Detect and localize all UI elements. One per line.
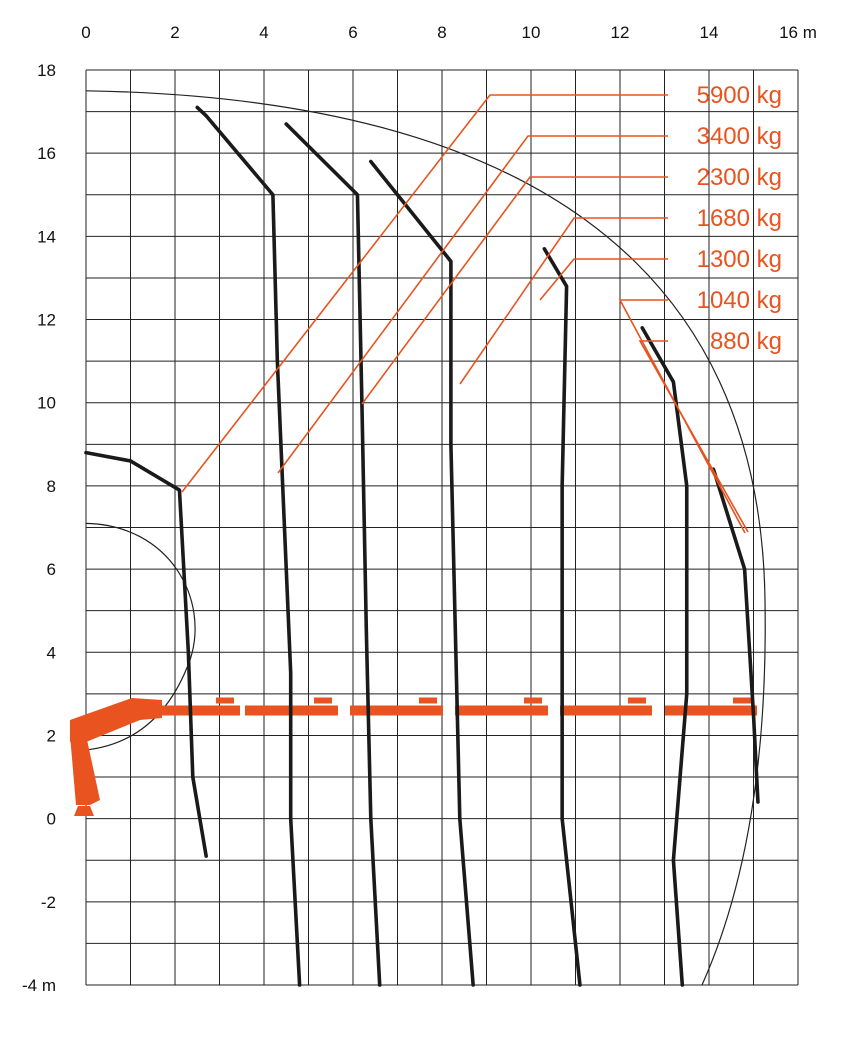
- y-tick-label: -2: [41, 893, 56, 912]
- load-curves: [84, 105, 760, 987]
- y-axis-ticks: 18 16 14 12 10 8 6 4 2 0 -2 -4 m: [22, 61, 56, 995]
- boom-segment: [455, 705, 548, 716]
- boom-segment-cap: [314, 697, 332, 704]
- reach-envelope: [85, 90, 766, 986]
- boom-segment-cap: [216, 697, 234, 704]
- y-tick-label: 10: [37, 394, 56, 413]
- leader-line: [361, 176, 668, 405]
- boom-segment-cap: [733, 697, 751, 704]
- load-label: 1300 kg: [697, 246, 782, 273]
- outer-envelope-arc: [85, 90, 766, 986]
- crane-boom-illustration: [70, 697, 757, 816]
- leader-line: [539, 258, 668, 301]
- load-curve-1680-kg: [368, 159, 475, 987]
- y-tick-label: 12: [37, 311, 56, 330]
- load-label: 880 kg: [710, 328, 782, 355]
- load-label: 5900 kg: [697, 82, 782, 109]
- y-tick-label: 8: [47, 477, 56, 496]
- load-label: 1680 kg: [697, 205, 782, 232]
- leader-line: [638, 340, 749, 533]
- load-curve-5900-kg: [84, 450, 208, 858]
- label-leader-lines: [181, 94, 749, 534]
- x-tick-label: 6: [348, 23, 357, 42]
- boom-segment: [665, 705, 757, 716]
- load-curve-1300-kg: [542, 247, 582, 987]
- x-tick-label: 8: [437, 23, 446, 42]
- leader-line: [618, 299, 746, 534]
- y-tick-label: 16: [37, 144, 56, 163]
- inner-envelope-arc: [85, 522, 196, 751]
- load-labels: 5900 kg 3400 kg 2300 kg 1680 kg 1300 kg 1040 …: [697, 82, 782, 355]
- load-curve-3400-kg: [195, 105, 302, 987]
- boom-segment-cap: [419, 697, 437, 704]
- load-curve-1040-kg: [640, 326, 689, 987]
- boom-segment-cap: [524, 697, 542, 704]
- x-axis-ticks: 0 2 4 6 8 10 12 14 16 m: [81, 23, 817, 42]
- load-label: 2300 kg: [697, 164, 782, 191]
- x-tick-label: 14: [700, 23, 719, 42]
- leader-line: [181, 94, 668, 493]
- boom-segment-cap: [628, 697, 646, 704]
- load-label: 3400 kg: [697, 123, 782, 150]
- y-tick-label: 4: [47, 643, 56, 662]
- y-tick-label: 14: [37, 227, 56, 246]
- x-tick-label: 10: [522, 23, 541, 42]
- leader-line: [459, 217, 668, 385]
- leader-line: [277, 135, 668, 474]
- x-tick-label: 2: [170, 23, 179, 42]
- y-tick-label: 6: [47, 560, 56, 579]
- x-tick-label: 16 m: [779, 23, 817, 42]
- grid-lines: [85, 69, 799, 986]
- y-tick-label: 0: [47, 810, 56, 829]
- y-tick-label: 18: [37, 61, 56, 80]
- y-tick-label: -4 m: [22, 976, 56, 995]
- load-label: 1040 kg: [697, 287, 782, 314]
- crane-foot: [74, 806, 94, 816]
- y-tick-label: 2: [47, 726, 56, 745]
- x-tick-label: 0: [81, 23, 90, 42]
- load-curve-880-kg: [711, 467, 760, 804]
- x-tick-label: 12: [611, 23, 630, 42]
- boom-base-arm: [70, 698, 162, 742]
- boom-segment: [350, 705, 443, 716]
- crane-column: [70, 735, 100, 805]
- x-tick-label: 4: [259, 23, 268, 42]
- load-curve-2300-kg: [284, 122, 382, 987]
- boom-segment: [560, 705, 652, 716]
